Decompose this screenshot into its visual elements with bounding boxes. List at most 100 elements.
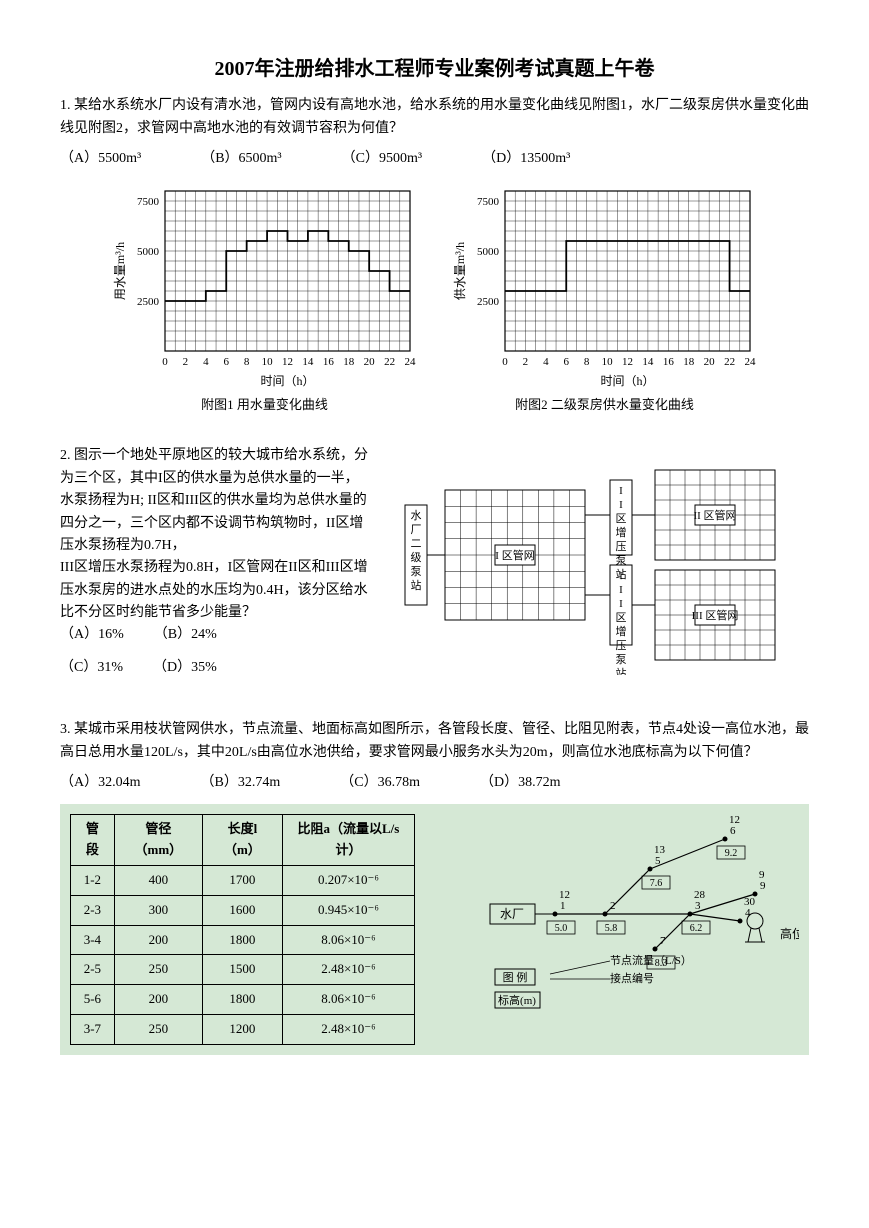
svg-text:7500: 7500 xyxy=(137,196,160,208)
svg-text:4: 4 xyxy=(543,356,549,368)
svg-text:标高(m): 标高(m) xyxy=(498,993,536,1007)
q1-text: 1. 某给水系统水厂内设有清水池，管网内设有高地水池，给水系统的用水量变化曲线见… xyxy=(60,95,809,140)
q2-option-b: （B）24% xyxy=(154,624,217,646)
q1-option-a: （A）5500m³ xyxy=(60,148,141,170)
svg-text:6: 6 xyxy=(730,825,736,837)
q2-option-d: （D）35% xyxy=(153,657,217,679)
svg-text:12: 12 xyxy=(559,889,570,901)
svg-text:2500: 2500 xyxy=(477,296,500,308)
svg-text:2: 2 xyxy=(610,900,616,912)
svg-text:8: 8 xyxy=(243,356,249,368)
q3-option-c: （C）36.78m xyxy=(340,772,420,794)
svg-text:节点流量（L/S）: 节点流量（L/S） xyxy=(610,953,692,967)
svg-text:14: 14 xyxy=(302,356,314,368)
svg-text:2: 2 xyxy=(522,356,528,368)
svg-text:7: 7 xyxy=(660,935,666,947)
svg-text:24: 24 xyxy=(404,356,416,368)
svg-text:区: 区 xyxy=(616,612,627,624)
svg-text:6.2: 6.2 xyxy=(690,923,703,934)
svg-text:10: 10 xyxy=(601,356,613,368)
q3-option-a: （A）32.04m xyxy=(60,772,141,794)
svg-text:压: 压 xyxy=(616,639,627,652)
q1-option-d: （D）13500m³ xyxy=(482,148,570,170)
svg-text:9: 9 xyxy=(759,869,765,881)
svg-text:10: 10 xyxy=(261,356,273,368)
svg-text:5.8: 5.8 xyxy=(605,923,618,934)
svg-text:7500: 7500 xyxy=(477,196,500,208)
svg-text:站: 站 xyxy=(411,578,422,592)
svg-text:I: I xyxy=(619,485,623,497)
question-1: 1. 某给水系统水厂内设有清水池，管网内设有高地水池，给水系统的用水量变化曲线见… xyxy=(60,95,809,415)
network-diagram: 水厂高位水池1125.025.83286.24305137.66129.278.… xyxy=(435,814,799,1014)
svg-text:18: 18 xyxy=(343,356,355,368)
svg-text:28: 28 xyxy=(694,889,706,901)
svg-text:24: 24 xyxy=(744,356,756,368)
svg-text:用水量m³/h: 用水量m³/h xyxy=(113,241,127,299)
svg-text:级: 级 xyxy=(411,551,422,564)
svg-text:水厂: 水厂 xyxy=(500,907,524,921)
question-2: 2. 图示一个地处平原地区的较大城市给水系统，分为三个区，其中I区的供水量为总供… xyxy=(60,445,809,689)
q2-text2: III区增压水泵扬程为0.8H，I区管网在II区和III区增压水泵房的进水点处的… xyxy=(60,557,370,624)
svg-text:5.0: 5.0 xyxy=(555,923,568,934)
q2-option-a: （A）16% xyxy=(60,624,124,646)
svg-text:20: 20 xyxy=(703,356,715,368)
svg-text:增: 增 xyxy=(616,624,627,638)
svg-text:12: 12 xyxy=(622,356,633,368)
svg-text:12: 12 xyxy=(282,356,293,368)
svg-text:4: 4 xyxy=(203,356,209,368)
svg-text:二: 二 xyxy=(411,538,422,550)
q2-option-c: （C）31% xyxy=(60,657,123,679)
page-title: 2007年注册给排水工程师专业案例考试真题上午卷 xyxy=(60,53,809,85)
svg-text:0: 0 xyxy=(502,356,508,368)
svg-text:高位水池: 高位水池 xyxy=(780,926,799,941)
q2-options-row2: （C）31% （D）35% xyxy=(60,657,370,679)
svg-text:II 区管网: II 区管网 xyxy=(693,508,736,522)
svg-text:水: 水 xyxy=(411,509,422,522)
q1-option-c: （C）9500m³ xyxy=(342,148,422,170)
svg-text:0: 0 xyxy=(162,356,168,368)
svg-text:5: 5 xyxy=(655,855,661,867)
svg-text:5000: 5000 xyxy=(477,246,500,258)
q2-options-row1: （A）16% （B）24% xyxy=(60,624,370,646)
svg-text:12: 12 xyxy=(729,814,740,826)
svg-text:7.6: 7.6 xyxy=(650,878,663,889)
svg-text:站: 站 xyxy=(616,666,627,675)
svg-text:时间（h）: 时间（h） xyxy=(260,374,314,388)
svg-text:I: I xyxy=(619,598,623,610)
svg-text:16: 16 xyxy=(662,356,674,368)
q2-diagram: 水厂二级泵站I 区管网II区增压泵站III区增压泵站II 区管网III 区管网 xyxy=(400,445,809,689)
q3-text: 3. 某城市采用枝状管网供水，节点流量、地面标高如图所示，各管段长度、管径、比阻… xyxy=(60,719,809,764)
q3-option-b: （B）32.74m xyxy=(201,772,281,794)
svg-text:22: 22 xyxy=(724,356,735,368)
svg-text:6: 6 xyxy=(223,356,229,368)
q3-options: （A）32.04m （B）32.74m （C）36.78m （D）38.72m xyxy=(60,772,809,794)
pipe-table: 管段管径（mm）长度l（m）比阻a（流量以L/s计） 1-240017000.2… xyxy=(70,814,415,1044)
question-3: 3. 某城市采用枝状管网供水，节点流量、地面标高如图所示，各管段长度、管径、比阻… xyxy=(60,719,809,1055)
svg-text:III 区管网: III 区管网 xyxy=(692,608,739,622)
svg-text:2500: 2500 xyxy=(137,296,160,308)
chart-1: 024681012141618202224250050007500时间（h）用水… xyxy=(110,181,420,416)
svg-text:5000: 5000 xyxy=(137,246,160,258)
q2-text1: 2. 图示一个地处平原地区的较大城市给水系统，分为三个区，其中I区的供水量为总供… xyxy=(60,445,370,557)
svg-text:20: 20 xyxy=(363,356,375,368)
svg-text:8: 8 xyxy=(583,356,589,368)
q3-option-d: （D）38.72m xyxy=(480,772,561,794)
svg-text:18: 18 xyxy=(683,356,695,368)
svg-text:I: I xyxy=(619,570,623,582)
svg-text:22: 22 xyxy=(384,356,395,368)
svg-text:9: 9 xyxy=(760,880,766,892)
svg-text:泵: 泵 xyxy=(411,565,422,578)
svg-text:厂: 厂 xyxy=(411,524,422,536)
svg-text:30: 30 xyxy=(744,896,756,908)
svg-text:泵: 泵 xyxy=(616,653,627,666)
svg-text:13: 13 xyxy=(654,844,666,856)
svg-text:供水量m³/h: 供水量m³/h xyxy=(453,241,467,299)
svg-text:16: 16 xyxy=(322,356,334,368)
svg-text:4: 4 xyxy=(745,907,751,919)
svg-text:2: 2 xyxy=(182,356,188,368)
svg-text:14: 14 xyxy=(642,356,654,368)
svg-text:3: 3 xyxy=(695,900,701,912)
svg-text:I: I xyxy=(619,584,623,596)
svg-text:时间（h）: 时间（h） xyxy=(600,374,654,388)
q1-option-b: （B）6500m³ xyxy=(201,148,281,170)
